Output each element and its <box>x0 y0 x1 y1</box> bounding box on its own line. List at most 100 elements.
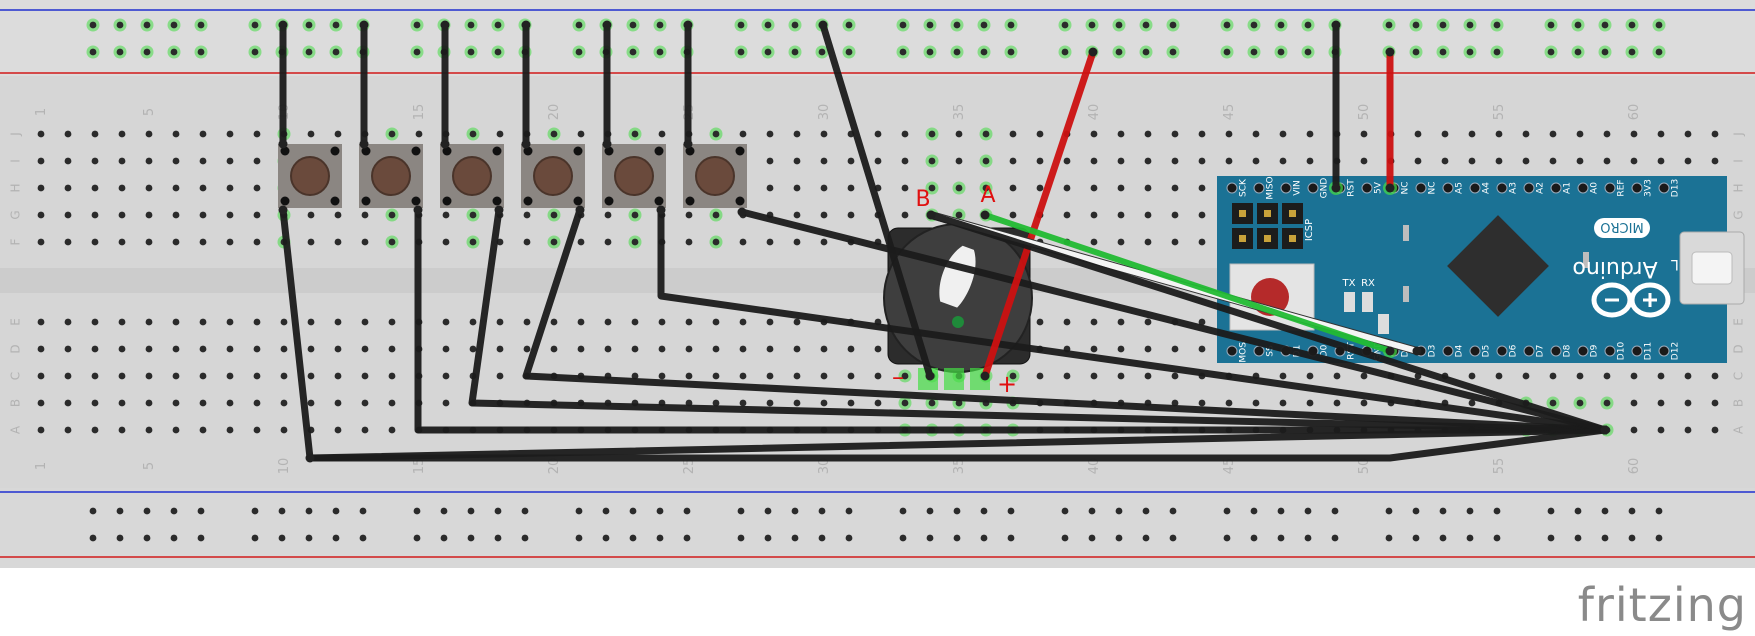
wire-button-6 <box>738 208 1609 434</box>
hole <box>91 399 99 407</box>
rail-hole <box>89 534 97 542</box>
hole <box>901 157 909 165</box>
hole <box>280 399 288 407</box>
hole <box>847 157 855 165</box>
hole <box>64 372 72 380</box>
push-button <box>440 144 504 208</box>
rail-hole <box>305 48 313 56</box>
rail-hole <box>1412 507 1420 515</box>
hole <box>1711 157 1719 165</box>
wire-encoder-b-end <box>1412 346 1422 356</box>
hole <box>361 238 369 246</box>
push-button-leg <box>442 196 452 206</box>
hole <box>145 157 153 165</box>
hole <box>118 399 126 407</box>
arduino-brand-label: Arduino <box>1572 256 1657 281</box>
hole <box>37 130 45 138</box>
hole <box>469 130 477 138</box>
rail-hole <box>764 507 772 515</box>
hole <box>1279 372 1287 380</box>
hole <box>901 184 909 192</box>
push-button-leg <box>523 196 533 206</box>
rail-hole <box>737 21 745 29</box>
wire-button-5-end <box>656 205 666 215</box>
wire-arduino-5v-end <box>1385 47 1395 57</box>
hole <box>145 399 153 407</box>
hole <box>199 130 207 138</box>
wire-encoder-a-end <box>980 210 990 220</box>
hole <box>1468 130 1476 138</box>
hole <box>442 372 450 380</box>
hole <box>415 130 423 138</box>
rail-hole <box>1547 48 1555 56</box>
wire-ground-bottom-end <box>305 453 315 463</box>
rail-hole <box>305 21 313 29</box>
column-number-top: 35 <box>952 104 967 121</box>
arduino-pin-label: REF <box>1617 179 1627 196</box>
hole <box>901 211 909 219</box>
wire-button-ground-end <box>602 139 612 149</box>
wire-encoder-vcc <box>981 48 1097 380</box>
arduino-pin <box>1577 182 1589 194</box>
column-number-bottom: 1 <box>34 462 49 470</box>
rail-hole <box>764 534 772 542</box>
rail-hole <box>1277 21 1285 29</box>
hole <box>334 211 342 219</box>
hole <box>1549 157 1557 165</box>
hole <box>1360 372 1368 380</box>
hole <box>1414 157 1422 165</box>
hole <box>37 318 45 326</box>
column-number-top: 40 <box>1087 104 1102 121</box>
hole <box>847 211 855 219</box>
rail-hole <box>1601 507 1609 515</box>
hole <box>1657 372 1665 380</box>
hole <box>982 130 990 138</box>
row-letter-right: D <box>1732 344 1746 353</box>
encoder-minus-label: – <box>892 363 904 391</box>
hole <box>712 211 720 219</box>
rail-hole <box>1223 21 1231 29</box>
arduino-pin <box>1523 345 1535 357</box>
rail-hole <box>1115 48 1123 56</box>
rail-hole <box>845 21 853 29</box>
rail-hole <box>575 534 583 542</box>
hole <box>91 130 99 138</box>
rail-hole <box>413 507 421 515</box>
rail-hole <box>1493 48 1501 56</box>
hole <box>874 372 882 380</box>
hole <box>226 184 234 192</box>
hole <box>361 372 369 380</box>
hole <box>1684 372 1692 380</box>
hole <box>388 372 396 380</box>
rail-hole <box>467 21 475 29</box>
hole <box>1603 130 1611 138</box>
hole <box>928 157 936 165</box>
hole <box>1090 157 1098 165</box>
rail-hole <box>1088 21 1096 29</box>
rail-hole <box>1412 534 1420 542</box>
hole <box>712 238 720 246</box>
rail-hole <box>629 48 637 56</box>
encoder-pin <box>944 368 964 390</box>
hole <box>793 157 801 165</box>
rail-hole <box>251 534 259 542</box>
rail-hole <box>1601 534 1609 542</box>
rail-hole <box>521 534 529 542</box>
rail-hole <box>1169 507 1177 515</box>
hole <box>631 372 639 380</box>
rail-hole <box>1250 21 1258 29</box>
rail-hole <box>656 534 664 542</box>
rail-hole <box>278 534 286 542</box>
arduino-pin <box>1631 345 1643 357</box>
column-number-bottom: 45 <box>1222 458 1237 475</box>
rail-hole <box>197 48 205 56</box>
rail-hole <box>1655 534 1663 542</box>
hole <box>982 157 990 165</box>
hole <box>307 345 315 353</box>
rail-hole <box>1574 507 1582 515</box>
rail-hole <box>1493 534 1501 542</box>
hole <box>145 318 153 326</box>
icsp-pin-gold <box>1239 210 1246 217</box>
rail-hole <box>629 21 637 29</box>
rail-hole <box>1655 48 1663 56</box>
